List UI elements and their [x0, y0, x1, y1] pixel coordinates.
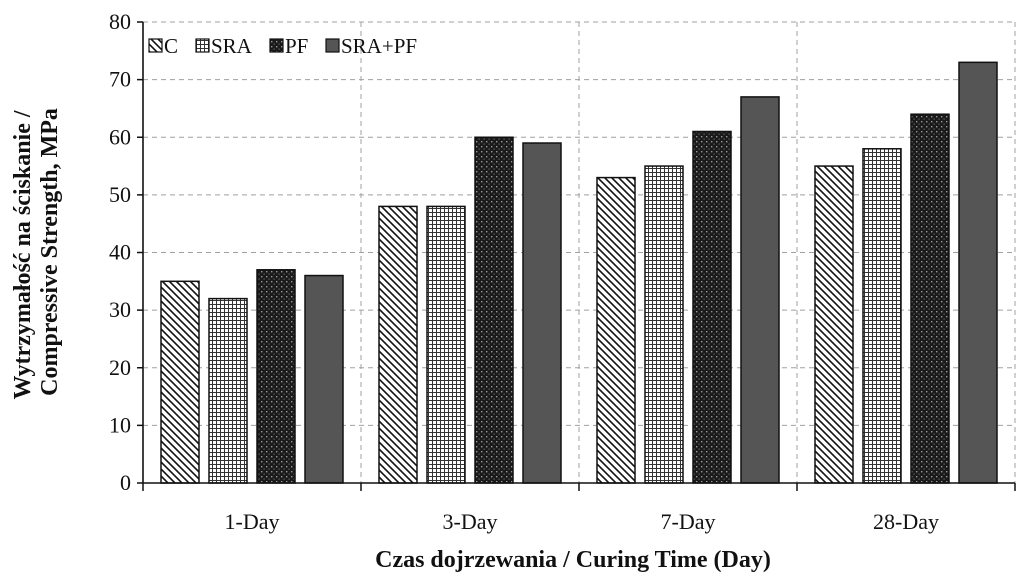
bar-pf-1-day [256, 269, 296, 484]
bar-sra-pf-7-day [740, 96, 780, 484]
y-tick-label: 60 [109, 124, 131, 149]
x-tick-label: 7-Day [661, 509, 716, 534]
legend-swatch-sra [195, 38, 210, 53]
bar-sra-pf-3-day [522, 142, 562, 484]
legend-swatch-c [148, 38, 163, 53]
axes [137, 21, 1016, 491]
bar-c-3-day [378, 205, 418, 484]
y-axis-title: Wytrzymałość na ściskanie / Compressive … [10, 104, 63, 399]
legend-swatch-sra-pf [325, 38, 340, 53]
bar-c-1-day [160, 280, 200, 484]
legend-swatch-pf [269, 38, 284, 53]
y-tick-label: 20 [109, 355, 131, 380]
legend-label-c: C [164, 34, 178, 58]
y-axis-title-line-2: Compressive Strength, MPa [37, 108, 63, 396]
bar-sra-pf-1-day [304, 274, 344, 484]
y-tick-label: 70 [109, 67, 131, 92]
bar-c-28-day [814, 165, 854, 484]
y-tick-label: 50 [109, 182, 131, 207]
y-tick-labels: 0 10 20 30 40 50 60 70 80 [109, 9, 131, 495]
bar-sra-1-day [208, 297, 248, 484]
bar-sra-3-day [426, 205, 466, 484]
legend-label-pf: PF [285, 34, 308, 58]
x-tick-label: 28-Day [873, 509, 939, 534]
bar-sra-28-day [862, 148, 902, 484]
y-tick-label: 10 [109, 412, 131, 437]
legend-label-sra-pf: SRA+PF [341, 34, 417, 58]
legend: C SRA PF SRA+PF [148, 34, 417, 58]
bar-sra-pf-28-day [958, 61, 998, 484]
bar-pf-7-day [692, 130, 732, 484]
x-tick-labels: 1-Day 3-Day 7-Day 28-Day [225, 509, 939, 534]
bar-c-7-day [596, 176, 636, 484]
x-tick-label: 1-Day [225, 509, 280, 534]
bars [160, 61, 998, 484]
y-tick-label: 0 [120, 470, 131, 495]
bar-pf-28-day [910, 113, 950, 484]
bar-pf-3-day [474, 136, 514, 484]
x-axis-title: Czas dojrzewania / Curing Time (Day) [375, 547, 771, 573]
legend-label-sra: SRA [211, 34, 253, 58]
y-tick-label: 80 [109, 9, 131, 34]
y-axis-title-line-1: Wytrzymałość na ściskanie / [10, 110, 36, 399]
y-tick-label: 40 [109, 240, 131, 265]
y-tick-label: 30 [109, 297, 131, 322]
bar-sra-7-day [644, 165, 684, 484]
x-tick-label: 3-Day [443, 509, 498, 534]
grid-lines [143, 21, 1016, 483]
